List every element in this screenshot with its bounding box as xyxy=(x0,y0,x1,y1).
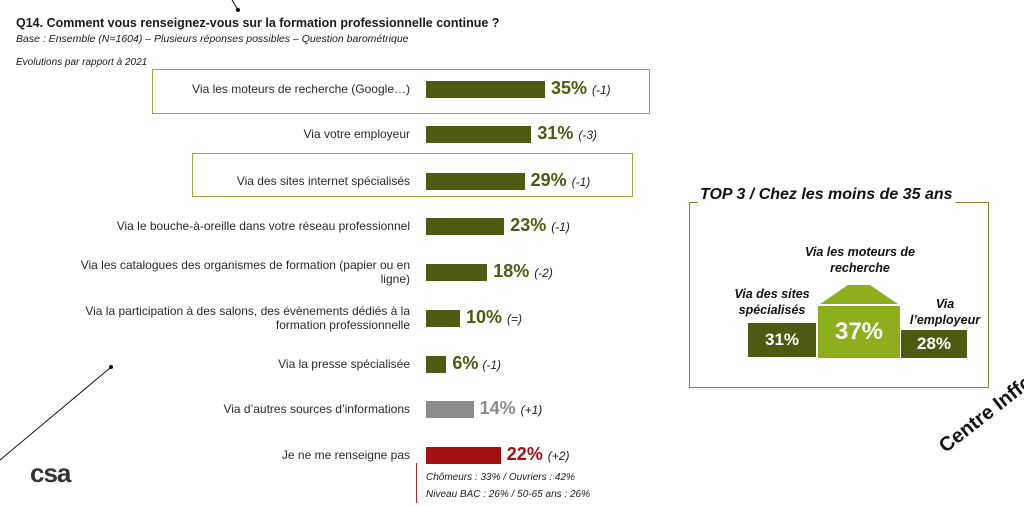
evolution-note: Evolutions par rapport à 2021 xyxy=(16,57,148,68)
bar-value-label: 6% xyxy=(452,353,479,373)
question-base: Base : Ensemble (N=1604) – Plusieurs rép… xyxy=(16,33,409,45)
footnote-line-2: Niveau BAC : 26% / 50-65 ans : 26% xyxy=(426,489,590,500)
bar-label: Via les moteurs de recherche (Google…) xyxy=(192,82,410,96)
bar-value-label: 23% xyxy=(510,215,547,235)
bar-label: Via la participation à des salons, des é… xyxy=(85,304,410,332)
bar xyxy=(426,401,474,418)
bar-value-label: 35% xyxy=(551,78,588,98)
bar-evolution-label: (=) xyxy=(507,312,522,326)
bar xyxy=(426,264,488,281)
bar-evolution-label: (-3) xyxy=(578,128,598,142)
bar-evolution-label: (+2) xyxy=(547,449,570,463)
bar xyxy=(426,81,545,98)
highlight-box-search-engines xyxy=(152,69,650,114)
highlight-box-specialised-sites xyxy=(192,153,633,197)
bar-value-label: 31% xyxy=(537,123,574,143)
bar-evolution-label: (+1) xyxy=(520,403,543,417)
bar-label: Via les catalogues des organismes de for… xyxy=(80,258,410,286)
bar-value-label: 29% xyxy=(530,170,567,190)
top3-label-search-engines: Via les moteurs de recherche xyxy=(805,245,915,275)
bar-label: Via d’autres sources d’informations xyxy=(223,402,410,416)
top3-title: TOP 3 / Chez les moins de 35 ans xyxy=(698,186,955,204)
bar xyxy=(426,126,532,143)
bar xyxy=(426,310,460,327)
csa-logo: csa xyxy=(30,458,71,488)
bar-value-label: 14% xyxy=(479,398,516,418)
bar xyxy=(426,356,447,373)
bar-value-label: 10% xyxy=(466,307,503,327)
bar xyxy=(426,218,505,235)
top3-value-specialised-sites: 31% xyxy=(748,323,816,357)
bar xyxy=(426,173,525,190)
bar-value-label: 22% xyxy=(506,444,543,464)
bar xyxy=(426,447,501,464)
top3-label-employer: Via l’employeur xyxy=(909,297,981,327)
footnote-line-1: Chômeurs : 33% / Ouvriers : 42% xyxy=(426,472,575,483)
bar-label: Je ne me renseigne pas xyxy=(281,448,410,462)
bar-value-label: 18% xyxy=(493,261,530,281)
bar-evolution-label: (-1) xyxy=(571,175,591,189)
bar-label: Via le bouche-à-oreille dans votre résea… xyxy=(116,219,410,233)
bar-label: Via la presse spécialisée xyxy=(278,357,410,371)
bar-evolution-label: (-2) xyxy=(534,266,553,280)
top3-value-employer: 28% xyxy=(901,330,967,358)
top3-label-specialised-sites: Via des sites spécialisés xyxy=(734,287,810,317)
bar-evolution-label: (-1) xyxy=(482,358,502,372)
bar-label: Via votre employeur xyxy=(303,127,411,141)
question-title: Q14. Comment vous renseignez-vous sur la… xyxy=(16,16,500,30)
bar-label: Via des sites internet spécialisés xyxy=(236,174,410,188)
bar-evolution-label: (-1) xyxy=(592,83,611,97)
top3-value-search-engines: 37% xyxy=(818,306,900,358)
bar-evolution-label: (-1) xyxy=(551,220,570,234)
footnote-rule xyxy=(416,463,417,503)
